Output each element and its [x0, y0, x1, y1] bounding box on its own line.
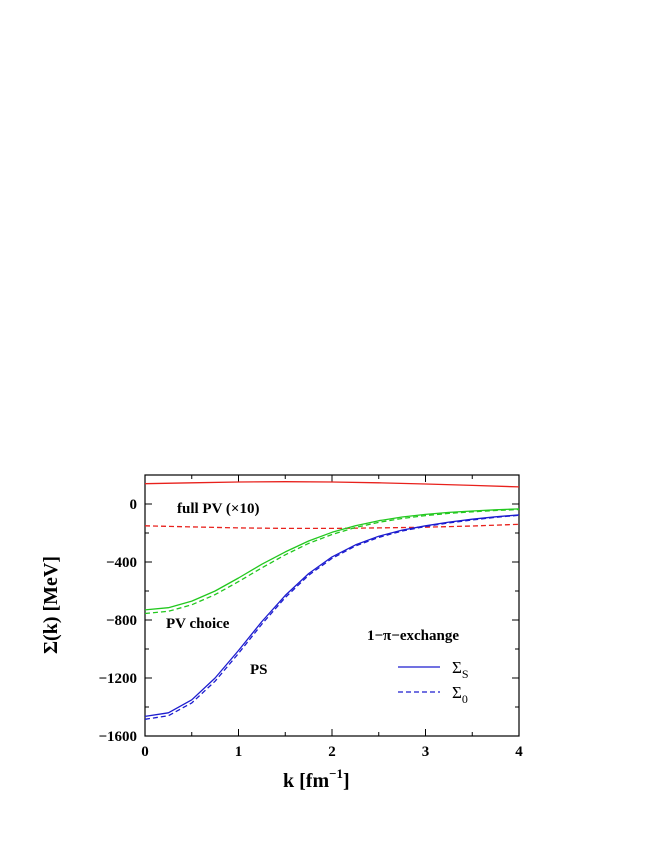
legend: 1−π−exchange ΣS Σ0 [367, 628, 469, 706]
x-tick-label: 1 [235, 744, 243, 760]
annotation-full-pv: full PV (×10) [177, 501, 259, 517]
y-tick-label: −800 [106, 613, 137, 629]
series-line-5 [144, 514, 520, 720]
tick-labels: 0 1 2 3 4 −1600 −1200 −800 −400 0 [98, 497, 523, 760]
legend-label-sigma-s: ΣS [452, 658, 469, 681]
y-axis-title: Σ(k) [MeV] [40, 556, 62, 654]
x-tick-label: 3 [422, 744, 430, 760]
annotation-pv-choice: PV choice [166, 616, 230, 632]
annotation-ps: PS [250, 662, 268, 678]
series-lines [144, 481, 520, 720]
x-axis-title: k [fm−1] [283, 766, 350, 792]
y-tick-label: −1600 [98, 729, 137, 745]
series-line-4 [144, 514, 520, 718]
x-tick-label: 0 [141, 744, 149, 760]
y-tick-label: −400 [106, 555, 137, 571]
series-line-1 [144, 523, 520, 530]
series-line-0 [144, 481, 520, 488]
x-tick-label: 4 [515, 744, 523, 760]
y-tick-label: −1200 [98, 671, 137, 687]
x-tick-label: 2 [328, 744, 336, 760]
legend-label-sigma-0: Σ0 [452, 683, 468, 706]
series-line-2 [144, 508, 520, 611]
legend-title: 1−π−exchange [367, 628, 459, 644]
series-line-3 [144, 508, 520, 615]
ticks [144, 474, 520, 737]
y-tick-label: 0 [130, 497, 138, 513]
